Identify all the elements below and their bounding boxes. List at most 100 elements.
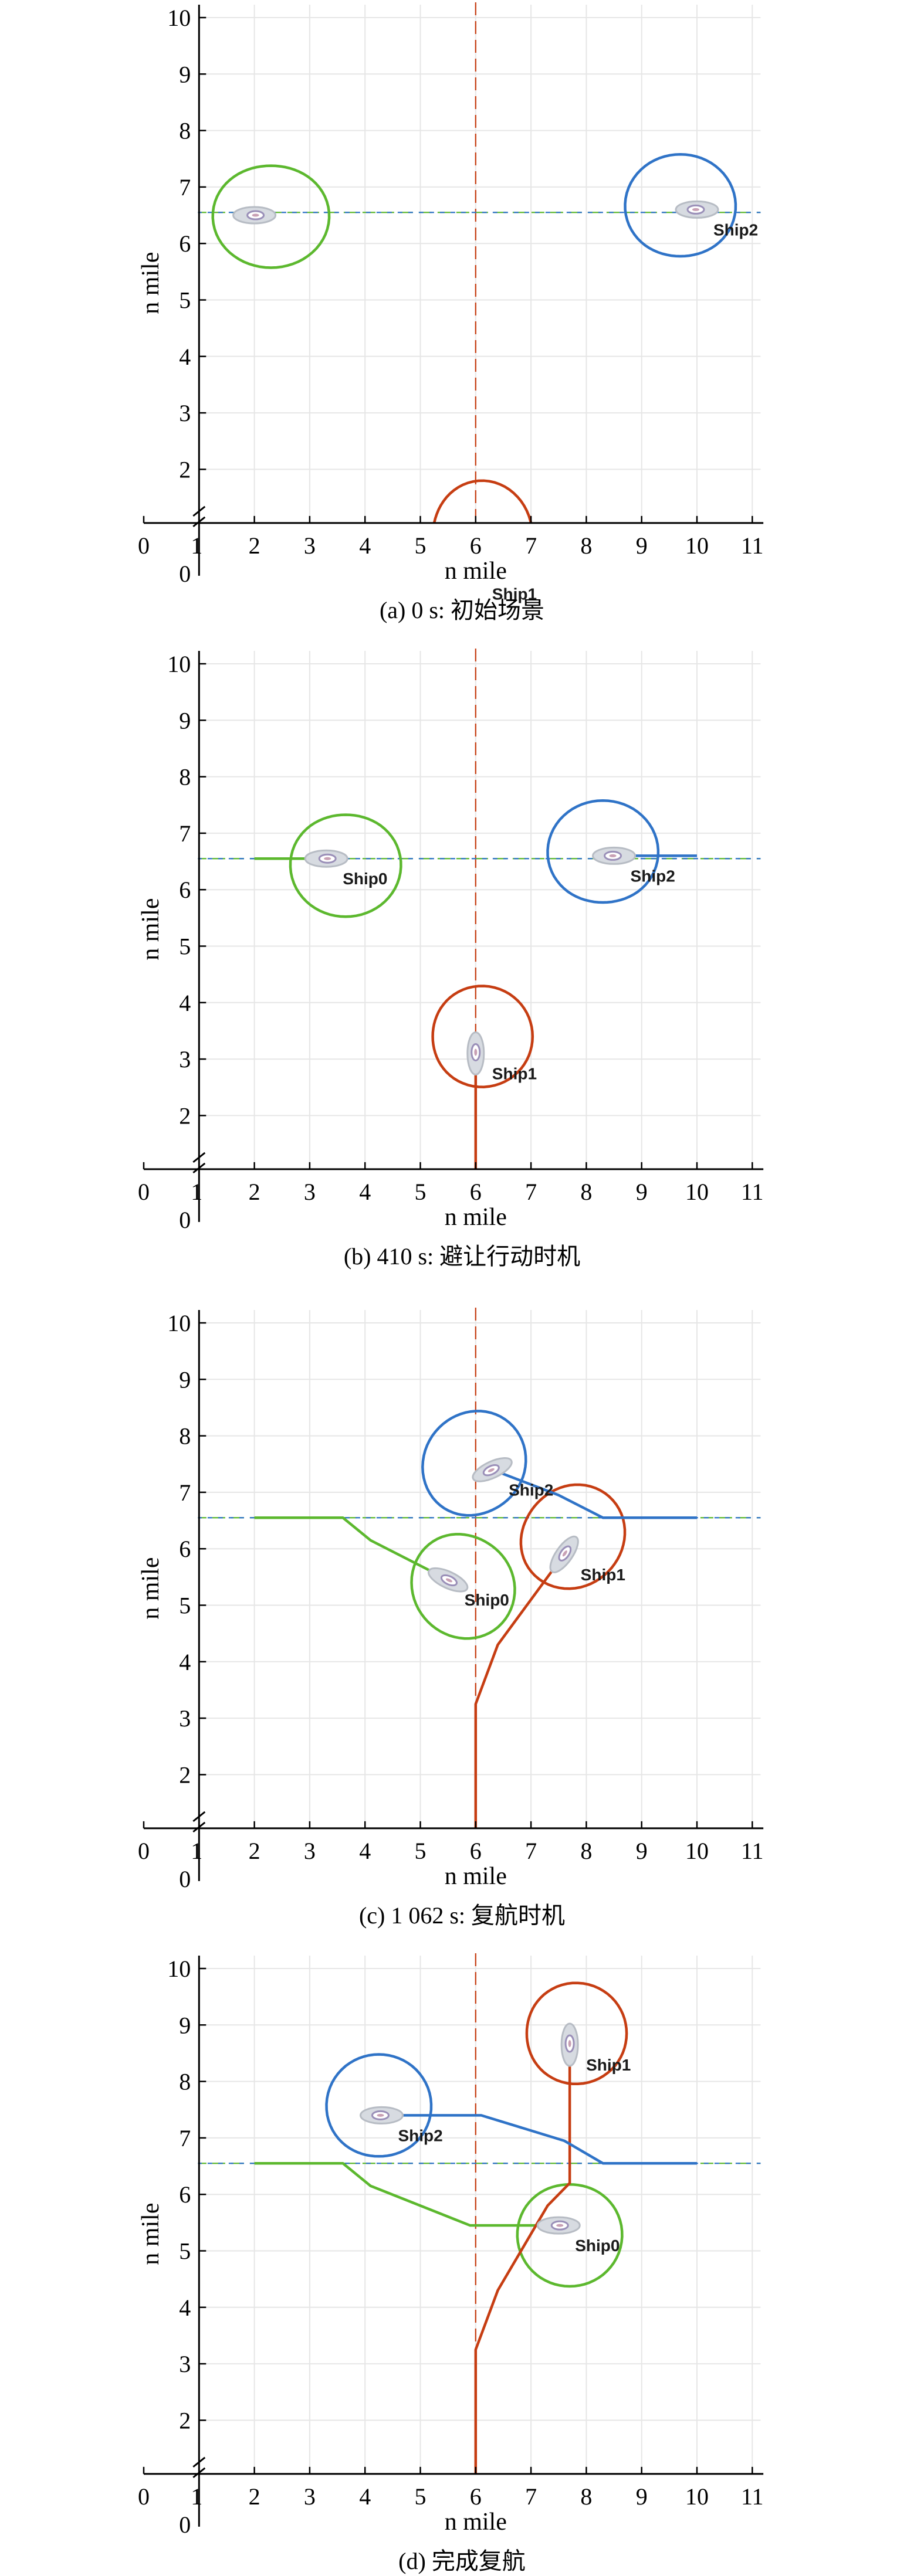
x-tick-label: 0 — [138, 2483, 150, 2510]
ship1-domain — [431, 985, 534, 1088]
ship2-track — [492, 1468, 697, 1519]
y-tick-label: 8 — [179, 2069, 191, 2095]
y-tick-label: 10 — [167, 5, 191, 31]
y-tick-label: 9 — [179, 2012, 191, 2038]
ship0-label: Ship0 — [343, 870, 387, 888]
x-tick-label: 0 — [138, 1179, 150, 1205]
y-tick-label: 5 — [179, 934, 191, 960]
y-tick-label: 5 — [179, 287, 191, 314]
x-tick-label: 11 — [741, 2483, 764, 2510]
x-tick-label: 5 — [415, 2483, 427, 2510]
panel-caption: (b) 410 s: 避让行动时机 — [343, 1243, 581, 1270]
plot-area — [198, 2, 761, 523]
x-tick-label: 5 — [415, 1179, 427, 1205]
x-axis-label: n mile — [445, 2509, 507, 2536]
x-tick-label: 11 — [741, 532, 764, 559]
panel-caption: (c) 1 062 s: 复航时机 — [358, 1902, 566, 1929]
ship2-label: Ship2 — [398, 2126, 442, 2144]
ship2-track — [381, 2114, 697, 2165]
y-tick-label: 9 — [179, 61, 191, 87]
x-tick-label: 8 — [580, 532, 592, 559]
x-tick-label: 1 — [191, 532, 202, 559]
x-tick-label: 7 — [525, 1838, 537, 1864]
x-tick-label: 9 — [636, 1838, 648, 1864]
y-tick-label: 4 — [179, 1649, 191, 1675]
y-tick-label: 7 — [179, 174, 191, 201]
x-tick-label: 10 — [685, 2483, 709, 2510]
y-tick-label: 3 — [179, 400, 191, 426]
ship2-domain — [325, 2053, 433, 2158]
x-tick-label: 2 — [249, 2483, 260, 2510]
ship1-label: Ship1 — [586, 2056, 631, 2074]
x-tick-label: 11 — [741, 1179, 764, 1205]
y-tick-label: 6 — [179, 230, 191, 257]
y-tick-label: 8 — [179, 118, 191, 144]
ship1-domain — [525, 1981, 628, 2086]
x-tick-label: 4 — [359, 532, 371, 559]
y-tick-label: 5 — [179, 1593, 191, 1619]
x-tick-label: 4 — [359, 1838, 371, 1864]
x-axis-label: n mile — [445, 1863, 507, 1890]
x-tick-label: 8 — [580, 1179, 592, 1205]
x-tick-label: 8 — [580, 1838, 592, 1864]
x-tick-label: 8 — [580, 2483, 592, 2510]
x-tick-label: 2 — [249, 532, 260, 559]
axis-break-mark — [192, 2456, 206, 2468]
ship0-label: Ship0 — [465, 1591, 509, 1609]
ship2-domain — [624, 152, 737, 258]
ship2-domain — [421, 1410, 527, 1517]
x-tick-label: 7 — [525, 1179, 537, 1205]
y-tick-label: 0 — [179, 561, 191, 587]
y-tick-label: 9 — [179, 707, 191, 734]
x-tick-label: 7 — [525, 2483, 537, 2510]
ship0-track — [254, 2161, 559, 2227]
y-tick-label: 6 — [179, 1536, 191, 1562]
x-tick-label: 2 — [249, 1838, 260, 1864]
y-tick-label: 7 — [179, 1479, 191, 1506]
x-tick-label: 9 — [636, 2483, 648, 2510]
ship0-domain — [289, 813, 402, 918]
y-tick-label: 10 — [167, 1956, 191, 1982]
ship0-marker — [232, 206, 277, 225]
y-tick-label: 7 — [179, 820, 191, 847]
x-tick-label: 10 — [685, 1179, 709, 1205]
y-tick-label: 2 — [179, 456, 191, 483]
ship2-domain — [546, 799, 660, 904]
x-tick-label: 3 — [304, 1838, 316, 1864]
x-tick-label: 5 — [415, 1838, 427, 1864]
y-tick-label: 3 — [179, 1705, 191, 1732]
x-axis-label: n mile — [445, 1204, 507, 1231]
y-tick-label: 2 — [179, 2407, 191, 2434]
plot-area — [198, 1953, 761, 2474]
y-tick-label: 8 — [179, 1423, 191, 1450]
x-tick-label: 9 — [636, 532, 648, 559]
ship0-domain — [410, 1533, 516, 1640]
ship0-domain — [516, 2183, 624, 2288]
x-tick-label: 3 — [304, 532, 316, 559]
ship0-domain — [211, 164, 331, 269]
y-tick-label: 5 — [179, 2238, 191, 2265]
ship1-domain — [519, 1483, 627, 1590]
y-tick-label: 0 — [179, 1207, 191, 1233]
ship1-track — [474, 2045, 571, 2474]
y-axis-label: n mile — [137, 2203, 164, 2265]
y-tick-label: 7 — [179, 2125, 191, 2151]
y-tick-label: 6 — [179, 2181, 191, 2208]
ship0-track — [254, 1516, 449, 1581]
x-tick-label: 0 — [138, 1838, 150, 1864]
y-tick-label: 0 — [179, 2511, 191, 2538]
axis-break-mark — [192, 505, 206, 517]
y-axis-label: n mile — [137, 898, 164, 961]
ship1-label: Ship1 — [581, 1566, 625, 1584]
ship0-marker — [427, 1567, 469, 1593]
ship1-domain — [432, 479, 533, 523]
ship0-marker — [304, 849, 348, 868]
x-tick-label: 4 — [359, 1179, 371, 1205]
ship2-marker — [592, 846, 637, 865]
y-tick-label: 2 — [179, 1762, 191, 1788]
x-tick-label: 1 — [191, 1838, 202, 1864]
